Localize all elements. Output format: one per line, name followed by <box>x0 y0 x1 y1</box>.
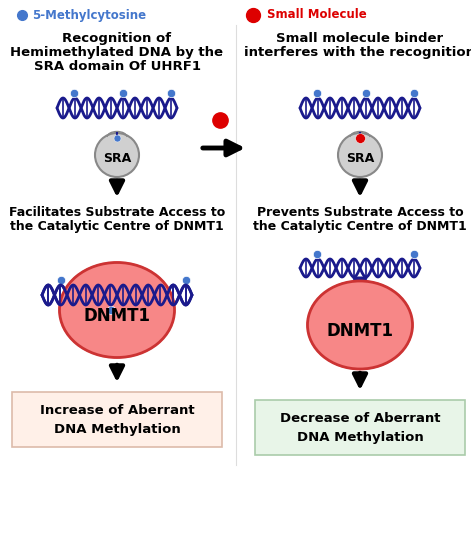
Text: Recognition of: Recognition of <box>63 32 171 45</box>
Ellipse shape <box>78 278 156 343</box>
Circle shape <box>95 133 139 177</box>
Text: the Catalytic Centre of DNMT1: the Catalytic Centre of DNMT1 <box>253 220 467 233</box>
Text: DNMT1: DNMT1 <box>326 322 393 340</box>
Ellipse shape <box>62 264 171 356</box>
Ellipse shape <box>359 324 361 326</box>
FancyBboxPatch shape <box>12 392 222 447</box>
Ellipse shape <box>58 261 176 358</box>
Ellipse shape <box>345 312 375 338</box>
Circle shape <box>338 133 382 177</box>
FancyBboxPatch shape <box>255 400 465 455</box>
Ellipse shape <box>116 309 118 311</box>
Ellipse shape <box>101 296 133 324</box>
Ellipse shape <box>97 293 137 327</box>
Ellipse shape <box>105 300 130 320</box>
Ellipse shape <box>334 304 385 346</box>
Ellipse shape <box>85 283 149 337</box>
Ellipse shape <box>324 295 396 356</box>
Ellipse shape <box>314 286 406 364</box>
Text: Hemimethylated DNA by the: Hemimethylated DNA by the <box>10 46 224 59</box>
Ellipse shape <box>70 271 164 349</box>
Ellipse shape <box>93 290 141 330</box>
Text: SRA domain Of UHRF1: SRA domain Of UHRF1 <box>33 60 201 73</box>
Ellipse shape <box>331 300 389 350</box>
Ellipse shape <box>317 289 403 361</box>
Text: interferes with the recognition: interferes with the recognition <box>244 46 471 59</box>
Text: SRA: SRA <box>103 152 131 165</box>
Ellipse shape <box>327 298 392 352</box>
Ellipse shape <box>310 283 410 367</box>
Ellipse shape <box>74 274 160 346</box>
Ellipse shape <box>112 306 122 314</box>
Ellipse shape <box>108 302 126 317</box>
Text: Prevents Substrate Access to: Prevents Substrate Access to <box>257 206 463 219</box>
Ellipse shape <box>341 309 379 341</box>
Ellipse shape <box>338 306 382 344</box>
Ellipse shape <box>356 321 365 329</box>
Ellipse shape <box>352 318 368 332</box>
Ellipse shape <box>81 281 153 339</box>
Text: 5-Methylcytosine: 5-Methylcytosine <box>32 9 146 22</box>
Ellipse shape <box>66 268 168 352</box>
Ellipse shape <box>89 287 145 333</box>
Text: SRA: SRA <box>346 152 374 165</box>
Text: DNMT1: DNMT1 <box>83 307 151 325</box>
Text: DNA Methylation: DNA Methylation <box>297 431 423 444</box>
Text: DNA Methylation: DNA Methylation <box>54 423 180 436</box>
Text: Small molecule binder: Small molecule binder <box>276 32 444 45</box>
Text: Increase of Aberrant: Increase of Aberrant <box>40 404 195 417</box>
Ellipse shape <box>349 315 372 335</box>
Ellipse shape <box>307 280 414 370</box>
Ellipse shape <box>320 292 399 358</box>
Text: Small Molecule: Small Molecule <box>267 9 367 22</box>
Text: the Catalytic Centre of DNMT1: the Catalytic Centre of DNMT1 <box>10 220 224 233</box>
Text: Facilitates Substrate Access to: Facilitates Substrate Access to <box>9 206 225 219</box>
Text: Decrease of Aberrant: Decrease of Aberrant <box>280 412 440 425</box>
